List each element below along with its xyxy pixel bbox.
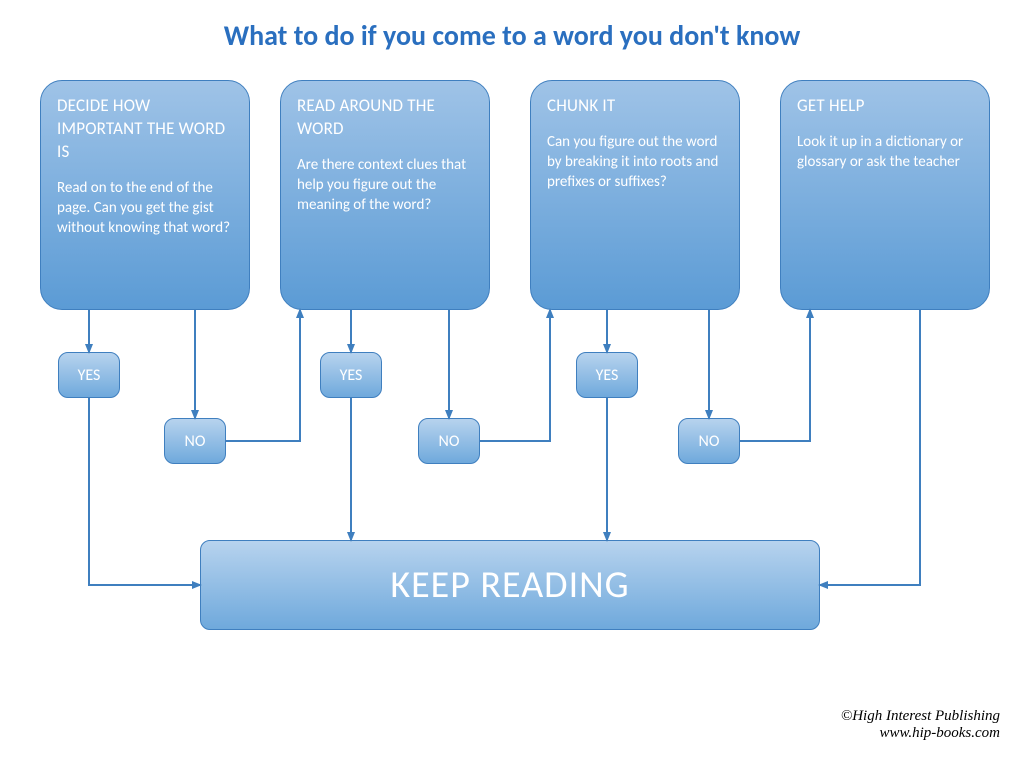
- decision-no-2: NO: [418, 418, 480, 464]
- strategy-help-heading: GET HELP: [797, 95, 973, 118]
- decision-yes-2: YES: [320, 352, 382, 398]
- strategy-read-around: READ AROUND THE WORD Are there context c…: [280, 80, 490, 310]
- strategy-decide: DECIDE HOW IMPORTANT THE WORD IS Read on…: [40, 80, 250, 310]
- strategy-help: GET HELP Look it up in a dictionary or g…: [780, 80, 990, 310]
- credit-line1: ©High Interest Publishing: [760, 708, 1000, 725]
- page-title: What to do if you come to a word you don…: [0, 18, 1024, 53]
- strategy-decide-heading: DECIDE HOW IMPORTANT THE WORD IS: [57, 95, 233, 164]
- result-keep-reading: KEEP READING: [200, 540, 820, 630]
- credit: ©High Interest Publishing www.hip-books.…: [760, 708, 1000, 742]
- strategy-help-detail: Look it up in a dictionary or glossary o…: [797, 132, 973, 173]
- strategy-chunk-detail: Can you figure out the word by breaking …: [547, 132, 723, 193]
- strategy-decide-detail: Read on to the end of the page. Can you …: [57, 178, 233, 239]
- strategy-chunk: CHUNK IT Can you figure out the word by …: [530, 80, 740, 310]
- strategy-read-around-detail: Are there context clues that help you fi…: [297, 155, 473, 216]
- strategy-chunk-heading: CHUNK IT: [547, 95, 723, 118]
- decision-no-1: NO: [164, 418, 226, 464]
- strategy-read-around-heading: READ AROUND THE WORD: [297, 95, 473, 141]
- decision-yes-3: YES: [576, 352, 638, 398]
- decision-no-3: NO: [678, 418, 740, 464]
- credit-line2: www.hip-books.com: [760, 725, 1000, 742]
- decision-yes-1: YES: [58, 352, 120, 398]
